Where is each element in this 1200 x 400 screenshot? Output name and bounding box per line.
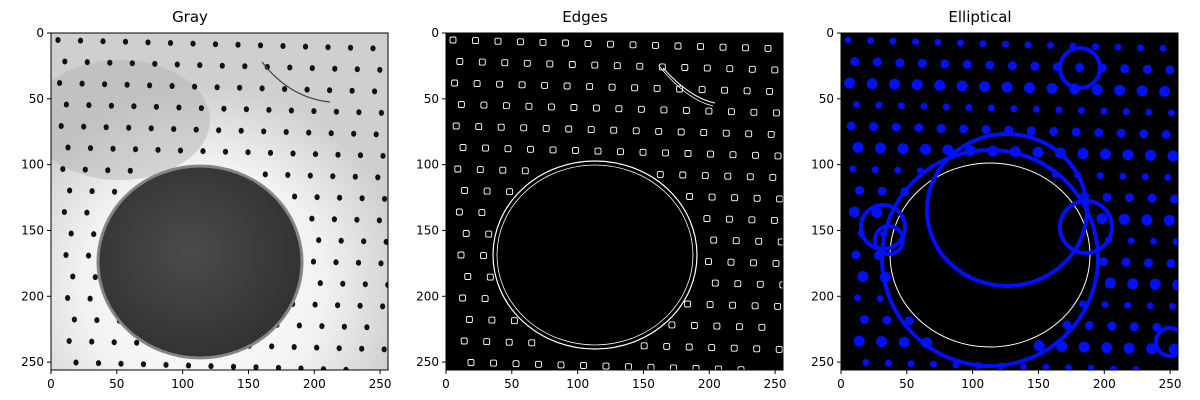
x-tick-label: 100 — [961, 377, 984, 391]
y-tick-label: 0 — [36, 26, 44, 40]
y-tick-label: 50 — [424, 92, 439, 106]
x-tick-label: 250 — [369, 377, 392, 391]
panel-edges: Edges 0 50 100 150 200 250 0 50 100 150 200 250 — [395, 0, 786, 400]
x-tick-label: 100 — [566, 377, 589, 391]
detected-ellipses — [859, 46, 1178, 368]
x-tick-label: 50 — [109, 377, 124, 391]
x-tick-label: 100 — [171, 377, 194, 391]
x-tick-label: 150 — [1027, 377, 1050, 391]
x-tick-label: 0 — [47, 377, 55, 391]
y-tick-label: 250 — [416, 355, 439, 369]
x-tick-label: 0 — [837, 377, 845, 391]
x-tick-label: 200 — [1093, 377, 1116, 391]
edges-lens-ring — [492, 160, 698, 350]
y-tick-label: 50 — [29, 92, 44, 106]
x-tick-label: 150 — [237, 377, 260, 391]
edges-dot-grid — [449, 36, 783, 370]
x-tick-label: 50 — [899, 377, 914, 391]
panel-gray: Gray 0 50 100 150 200 250 0 50 — [0, 0, 391, 400]
y-tick-label: 0 — [826, 26, 834, 40]
y-tick-label: 250 — [811, 355, 834, 369]
y-tick-label: 100 — [416, 158, 439, 172]
edges-background — [446, 33, 783, 370]
panel-title-edges: Edges — [562, 8, 608, 26]
x-tick-label: 200 — [303, 377, 326, 391]
y-tick-label: 50 — [819, 92, 834, 106]
y-tick-label: 150 — [416, 223, 439, 237]
panel-elliptical: Elliptical 0 50 100 150 200 250 0 50 100 150 200 25… — [790, 0, 1181, 400]
y-tick-label: 150 — [811, 223, 834, 237]
y-tick-label: 100 — [21, 158, 44, 172]
gray-dot-grid — [55, 37, 388, 370]
x-tick-label: 50 — [504, 377, 519, 391]
y-tick-label: 200 — [21, 289, 44, 303]
y-tick-label: 0 — [431, 26, 439, 40]
x-tick-label: 200 — [698, 377, 721, 391]
x-tick-label: 0 — [442, 377, 450, 391]
y-tick-label: 100 — [811, 158, 834, 172]
y-tick-label: 200 — [811, 289, 834, 303]
panel-title-gray: Gray — [172, 8, 208, 26]
y-tick-label: 250 — [21, 355, 44, 369]
y-tick-label: 200 — [416, 289, 439, 303]
y-tick-label: 150 — [21, 223, 44, 237]
x-tick-label: 150 — [632, 377, 655, 391]
panel-title-elliptical: Elliptical — [948, 8, 1012, 26]
x-tick-label: 250 — [1159, 377, 1182, 391]
elliptical-blob-grid — [844, 36, 1178, 370]
x-tick-label: 250 — [764, 377, 787, 391]
